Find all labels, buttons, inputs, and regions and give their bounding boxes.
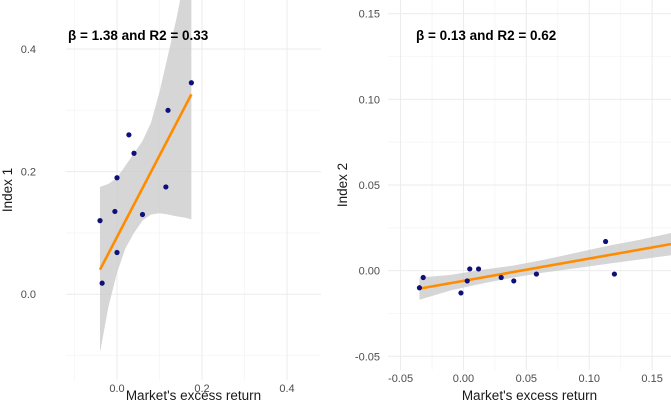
- panel-1-data-point: [188, 80, 194, 86]
- panel-1-data-point: [114, 175, 120, 181]
- panel-2-data-point: [458, 290, 464, 296]
- panel-1-x-axis-title: Market's excess return: [126, 388, 261, 402]
- panel-2-data-point: [416, 285, 423, 291]
- panel-2-data-point: [420, 274, 426, 281]
- panel-1-data-point: [163, 184, 169, 190]
- panel-1-title: β = 1.38 and R2 = 0.33: [68, 28, 209, 43]
- panel-1: 0.0 0.2 0.4 0.0 0.2 0.4 Market's excess return…: [0, 0, 321, 403]
- panel-2-data-point: [475, 266, 482, 272]
- panel-2-x-tick-label: 0.00: [453, 373, 474, 385]
- panel-1-y-tick-label: 0.0: [21, 289, 36, 301]
- panel-2-data-point: [511, 278, 517, 284]
- panel-2-y-axis-title: Index 2: [335, 163, 350, 207]
- panel-1-data-point: [114, 249, 120, 256]
- panel-2-x-axis-title: Market's excess return: [462, 388, 597, 402]
- panel-2-x-tick-label: 0.05: [516, 373, 537, 385]
- panel-2-data-point: [498, 274, 504, 281]
- panel-2-y-tick-label: 0.00: [359, 266, 380, 278]
- panel-1-x-tick-label: 0.0: [109, 383, 124, 395]
- panel-2-data-point: [533, 271, 540, 277]
- panel-2-title: β = 0.13 and R2 = 0.62: [416, 28, 556, 43]
- panel-1-data-point: [97, 218, 103, 224]
- panel-1-data-point: [126, 132, 132, 138]
- panel-2: -0.05 0.00 0.05 0.10 0.15 -0.05 0.00 0.05 0.10 0.…: [335, 0, 671, 403]
- panel-1-y-tick-label: 0.2: [21, 167, 36, 179]
- panel-2-x-tick-label: -0.05: [388, 373, 413, 385]
- panel-1-confidence-band: [100, 0, 192, 353]
- panel-1-data-point: [139, 211, 146, 218]
- panel-2-data-point: [602, 238, 609, 245]
- panel-2-x-tick-label: 0.15: [641, 373, 662, 385]
- panel-1-x-tick-label: 0.2: [194, 383, 209, 395]
- panel-2-data-point: [611, 271, 618, 277]
- panel-1-data-point: [112, 208, 118, 215]
- panel-1-data-point: [131, 150, 137, 156]
- panel-2-y-tick-label: 0.10: [359, 94, 380, 106]
- panel-2-data-point: [467, 266, 473, 272]
- panel-1-y-tick-label: 0.4: [21, 44, 36, 56]
- panel-1-data-point: [165, 107, 171, 113]
- panel-2-data-point: [464, 278, 470, 284]
- panel-2-x-tick-label: 0.10: [579, 373, 600, 385]
- panel-1-x-tick-label: 0.4: [279, 383, 294, 395]
- panel-2-y-tick-label: 0.05: [359, 180, 380, 192]
- panel-2-y-tick-label: -0.05: [355, 351, 380, 363]
- panel-2-y-tick-label: 0.15: [359, 9, 380, 21]
- panel-1-regression-line: [98, 93, 193, 271]
- panel-1-data-point: [99, 280, 105, 286]
- panel-1-y-axis-title: Index 1: [0, 168, 15, 212]
- panel-2-regression-line: [419, 242, 671, 290]
